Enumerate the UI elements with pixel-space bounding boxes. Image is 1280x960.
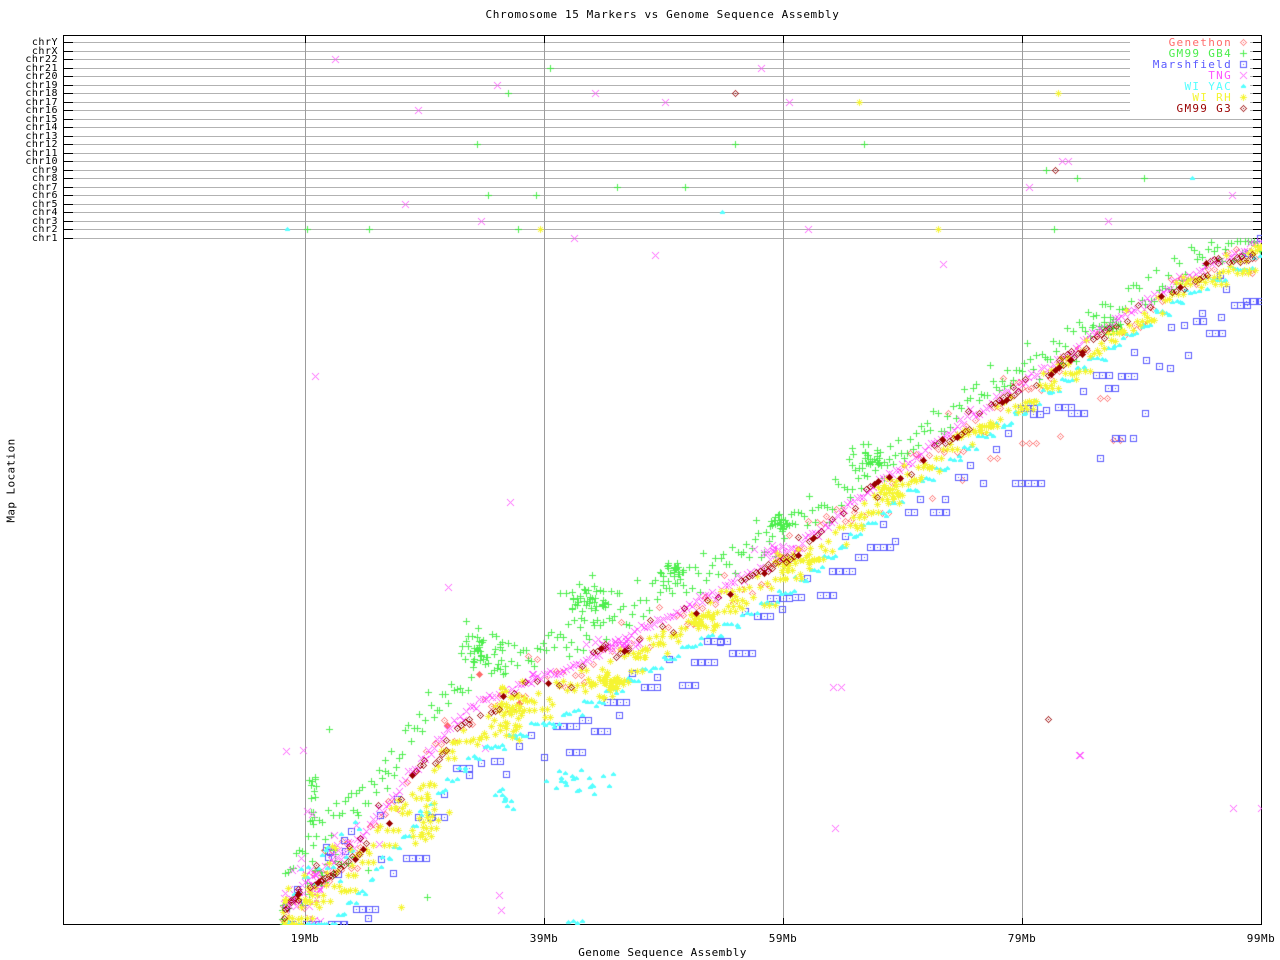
y-axis-label-chr19: chr19 bbox=[25, 80, 58, 91]
y-axis-label-chr9: chr9 bbox=[31, 165, 58, 176]
chart-title: Chromosome 15 Markers vs Genome Sequence… bbox=[485, 8, 840, 21]
legend: Genethon GM99 GB4 Marshfield TNG WI YAC WI RH… bbox=[1130, 36, 1250, 115]
x-tick-label-99Mb: 99Mb bbox=[1246, 932, 1276, 945]
legend-label: TNG bbox=[1208, 69, 1232, 82]
legend-triangle-marker-icon bbox=[1237, 81, 1250, 92]
y-axis-label-chr18: chr18 bbox=[25, 88, 58, 99]
y-axis-label-chr21: chr21 bbox=[25, 63, 58, 74]
y-axis-label-chr6: chr6 bbox=[31, 190, 58, 201]
y-axis-label-chr15: chr15 bbox=[25, 114, 58, 125]
legend-plus-marker-icon bbox=[1237, 48, 1250, 59]
legend-label: GM99 GB4 bbox=[1168, 47, 1232, 60]
x-tick-label-59Mb: 59Mb bbox=[768, 932, 798, 945]
y-axis-label-chr4: chr4 bbox=[31, 207, 58, 218]
y-axis-label-chr5: chr5 bbox=[31, 199, 58, 210]
y-axis-label-chr16: chr16 bbox=[25, 105, 58, 116]
y-axis-label-chr12: chr12 bbox=[25, 139, 58, 150]
legend-star-marker-icon bbox=[1237, 92, 1250, 103]
y-axis-label-chr2: chr2 bbox=[31, 224, 58, 235]
legend-item-genethon: Genethon bbox=[1130, 36, 1250, 49]
legend-diamond-marker-icon bbox=[1237, 103, 1250, 114]
legend-diamond-marker-icon bbox=[1237, 37, 1250, 48]
x-tick-label-19Mb: 19Mb bbox=[290, 932, 320, 945]
y-axis-label-chr3: chr3 bbox=[31, 216, 58, 227]
legend-label: Marshfield bbox=[1152, 58, 1232, 71]
legend-item-tng: TNG bbox=[1130, 69, 1250, 82]
x-axis-title: Genome Sequence Assembly bbox=[578, 946, 747, 959]
y-axis-label-chrY: chrY bbox=[31, 37, 58, 48]
y-axis-label-chr13: chr13 bbox=[25, 131, 58, 142]
legend-cross-marker-icon bbox=[1237, 70, 1250, 81]
x-tick-label-79Mb: 79Mb bbox=[1007, 932, 1037, 945]
y-axis-label-chr10: chr10 bbox=[25, 156, 58, 167]
legend-item-marshfield: Marshfield bbox=[1130, 58, 1250, 71]
y-axis-label-chr17: chr17 bbox=[25, 97, 58, 108]
y-axis-label-chr20: chr20 bbox=[25, 71, 58, 82]
legend-item-wi-yac: WI YAC bbox=[1130, 80, 1250, 93]
legend-label: WI YAC bbox=[1184, 80, 1232, 93]
y-axis-label-chr14: chr14 bbox=[25, 122, 58, 133]
y-axis-label-chr8: chr8 bbox=[31, 173, 58, 184]
legend-boxdot-marker-icon bbox=[1237, 59, 1250, 70]
y-axis-label-chr22: chr22 bbox=[25, 54, 58, 65]
x-tick-label-39Mb: 39Mb bbox=[529, 932, 559, 945]
y-axis-label-chrX: chrX bbox=[31, 46, 58, 57]
legend-item-wi-rh: WI RH bbox=[1130, 91, 1250, 104]
legend-label: GM99 G3 bbox=[1176, 102, 1232, 115]
legend-item-gm99-g3: GM99 G3 bbox=[1130, 102, 1250, 115]
legend-label: Genethon bbox=[1168, 36, 1232, 49]
scatter-points-canvas bbox=[63, 35, 1262, 925]
y-axis-label-chr7: chr7 bbox=[31, 182, 58, 193]
legend-label: WI RH bbox=[1192, 91, 1232, 104]
y-axis-label-chr1: chr1 bbox=[31, 233, 58, 244]
legend-item-gm99-gb4: GM99 GB4 bbox=[1130, 47, 1250, 60]
y-axis-label-chr11: chr11 bbox=[25, 148, 58, 159]
